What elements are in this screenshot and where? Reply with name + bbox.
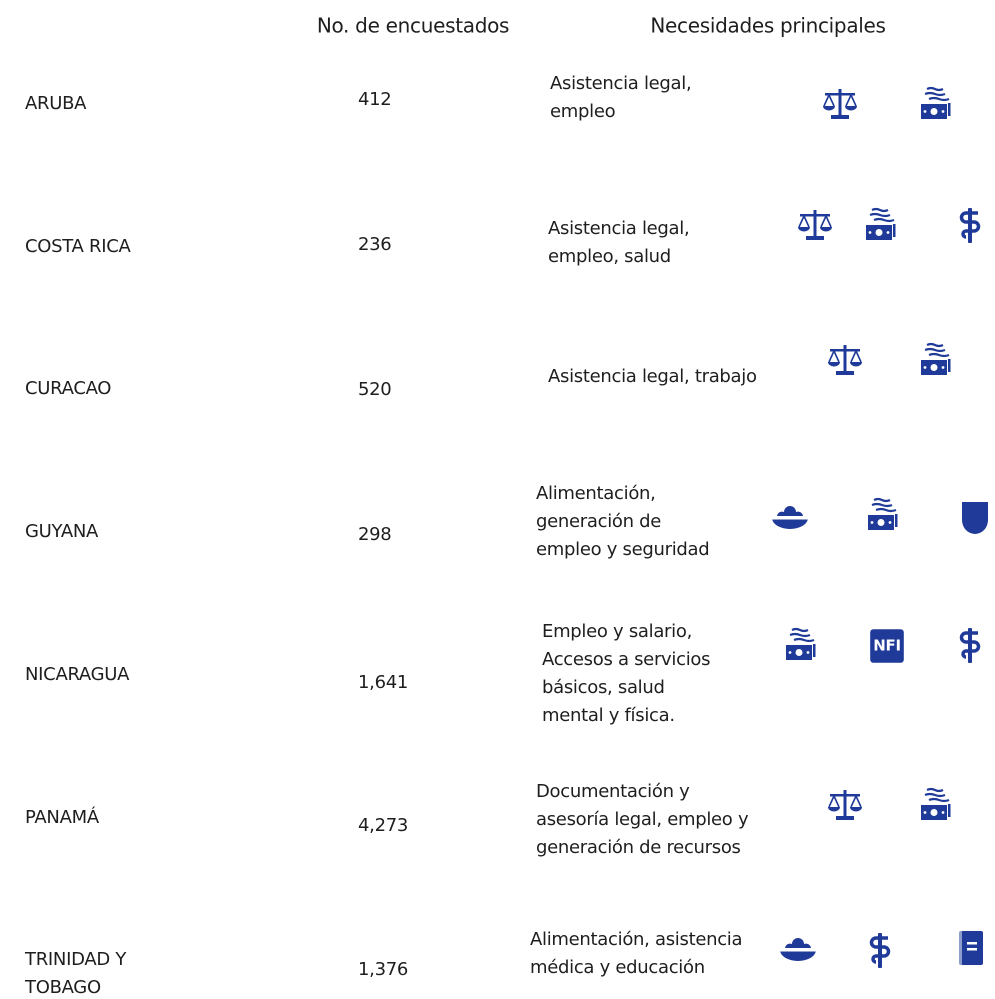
needs: Alimentación, asistencia [530,929,742,950]
country: TRINIDAD Y [24,949,127,970]
needs: médica y educación [530,957,705,978]
needs: generación de recursos [536,837,741,858]
employment-icon [784,627,817,662]
country: GUYANA [25,521,99,542]
employment-icon [919,342,952,377]
column-header: No. de encuestados [317,14,509,38]
needs: Empleo y salario, [542,621,692,642]
needs: Alimentación, [536,483,656,504]
country: ARUBA [25,93,87,114]
needs: Asistencia legal, trabajo [548,366,757,387]
employment-icon [864,207,897,242]
needs: Asistencia legal, [550,73,691,94]
icons [772,86,988,970]
respondents: 1,641 [358,672,408,693]
respondents: 236 [358,234,391,255]
needs: empleo, salud [548,246,671,267]
health-icon [869,931,891,970]
needs: mental y física. [542,705,675,726]
needs: Asistencia legal, [548,218,689,239]
legal-icon [827,789,863,821]
country: COSTA RICA [25,236,131,257]
security-icon [962,502,988,534]
needs: asesoría legal, empleo y [536,809,749,830]
needs: empleo y seguridad [536,539,709,560]
respondents: 1,376 [358,959,408,980]
legal-icon [822,88,858,120]
needs: Accesos a servicios [542,649,710,670]
country: NICARAGUA [25,664,130,685]
employment-icon [919,86,952,121]
health-icon [959,206,981,245]
needs: generación de [536,511,661,532]
respondents: 4,273 [358,815,408,836]
country: PANAMÁ [25,806,100,828]
respondents: 298 [358,524,391,545]
nfi-label: NFI [873,637,900,655]
employment-icon [919,787,952,822]
column-header: Necesidades principales [650,14,885,38]
needs: básicos, salud [542,677,665,698]
education-icon [959,931,983,965]
food-icon [780,938,816,961]
food-icon [772,506,808,529]
employment-icon [866,497,899,532]
country: TOBAGO [24,977,101,998]
health-icon [959,626,981,665]
country: CURACAO [25,378,111,399]
respondents: 520 [358,379,391,400]
needs: empleo [550,101,616,122]
legal-icon [797,209,833,241]
respondents: 412 [358,89,391,110]
legal-icon [827,344,863,376]
needs: Documentación y [536,781,690,802]
